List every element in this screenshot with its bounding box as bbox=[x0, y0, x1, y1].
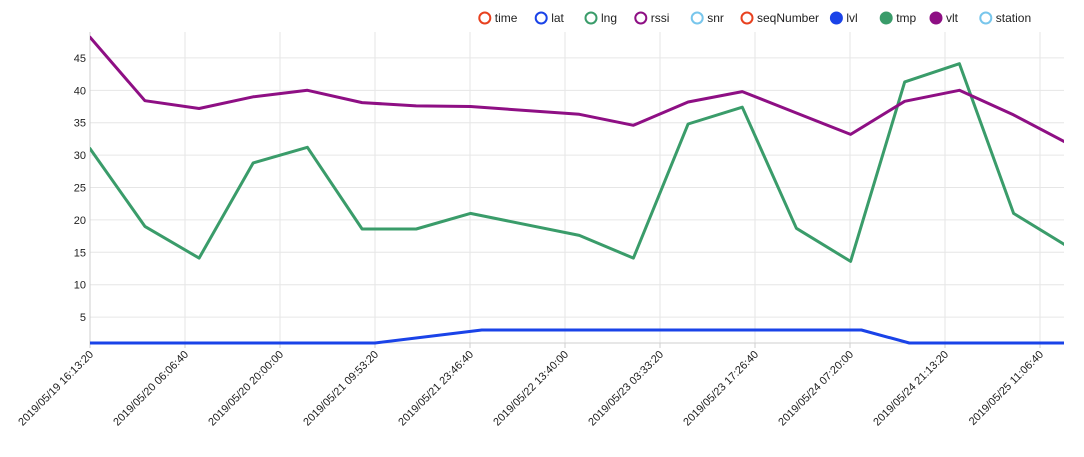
y-tick-label: 30 bbox=[74, 150, 86, 162]
x-tick-label: 2019/05/22 13:40:00 bbox=[491, 349, 571, 429]
x-tick-label: 2019/05/24 21:13:20 bbox=[871, 349, 951, 429]
y-tick-label: 10 bbox=[74, 280, 86, 292]
legend-label: tmp bbox=[896, 11, 916, 25]
legend-item-tmp[interactable]: tmp bbox=[879, 11, 917, 25]
legend-item-vlt[interactable]: vlt bbox=[929, 11, 959, 25]
legend-marker bbox=[979, 11, 993, 25]
legend-label: rssi bbox=[651, 11, 670, 25]
x-tick-label: 2019/05/19 16:13:20 bbox=[16, 349, 96, 429]
chart-grid bbox=[89, 32, 1064, 343]
x-tick-label: 2019/05/24 07:20:00 bbox=[776, 349, 856, 429]
legend-label: seqNumber bbox=[757, 11, 819, 25]
legend-item-lvl[interactable]: lvl bbox=[829, 11, 858, 25]
series-line-vlt bbox=[90, 35, 1064, 144]
x-tick-label: 2019/05/20 20:00:00 bbox=[206, 349, 286, 429]
series-line-lvl bbox=[90, 328, 1064, 345]
y-tick-label: 25 bbox=[74, 183, 86, 195]
y-tick-label: 40 bbox=[74, 85, 86, 97]
y-tick-label: 35 bbox=[74, 118, 86, 130]
x-tick-label: 2019/05/21 23:46:40 bbox=[396, 349, 476, 429]
chart-series bbox=[90, 35, 1064, 345]
legend-marker bbox=[740, 11, 754, 25]
legend-item-lng[interactable]: lng bbox=[584, 11, 618, 25]
legend-marker bbox=[929, 11, 943, 25]
y-tick-label: 15 bbox=[74, 247, 86, 259]
x-tick-label: 2019/05/20 06:06:40 bbox=[111, 349, 191, 429]
x-tick-label: 2019/05/25 11:06:40 bbox=[967, 349, 1046, 428]
legend-item-time[interactable]: time bbox=[478, 11, 518, 25]
x-tick-label: 2019/05/23 03:33:20 bbox=[586, 349, 666, 429]
legend-item-seqNumber[interactable]: seqNumber bbox=[740, 11, 820, 25]
chart-legend: time lat lng rssi snr seqNumber lvl tmp vlt stati… bbox=[478, 11, 1031, 25]
legend-marker bbox=[534, 11, 548, 25]
legend-marker bbox=[829, 11, 843, 25]
legend-marker bbox=[478, 11, 492, 25]
legend-item-snr[interactable]: snr bbox=[690, 11, 724, 25]
legend-item-lat[interactable]: lat bbox=[534, 11, 565, 25]
x-tick-label: 2019/05/23 17:26:40 bbox=[681, 349, 761, 429]
y-tick-label: 45 bbox=[74, 53, 86, 65]
legend-label: lng bbox=[601, 11, 617, 25]
legend-item-rssi[interactable]: rssi bbox=[634, 11, 670, 25]
y-tick-label: 20 bbox=[74, 215, 86, 227]
x-axis-ticks: 2019/05/19 16:13:20 2019/05/20 06:06:40 20… bbox=[16, 342, 1064, 429]
legend-marker bbox=[584, 11, 598, 25]
legend-label: station bbox=[996, 11, 1031, 25]
y-axis-ticks: 5 10 15 20 25 30 35 40 45 bbox=[74, 32, 91, 343]
legend-label: lvl bbox=[846, 11, 857, 25]
legend-marker bbox=[879, 11, 893, 25]
x-tick-label: 2019/05/21 09:53:20 bbox=[301, 349, 381, 429]
legend-label: vlt bbox=[946, 11, 959, 25]
series-line-tmp bbox=[90, 62, 1064, 263]
legend-label: snr bbox=[707, 11, 724, 25]
legend-marker bbox=[690, 11, 704, 25]
legend-label: time bbox=[495, 11, 518, 25]
legend-marker bbox=[634, 11, 648, 25]
y-tick-label: 5 bbox=[80, 312, 86, 324]
legend-label: lat bbox=[551, 11, 564, 25]
legend-item-station[interactable]: station bbox=[979, 11, 1031, 25]
